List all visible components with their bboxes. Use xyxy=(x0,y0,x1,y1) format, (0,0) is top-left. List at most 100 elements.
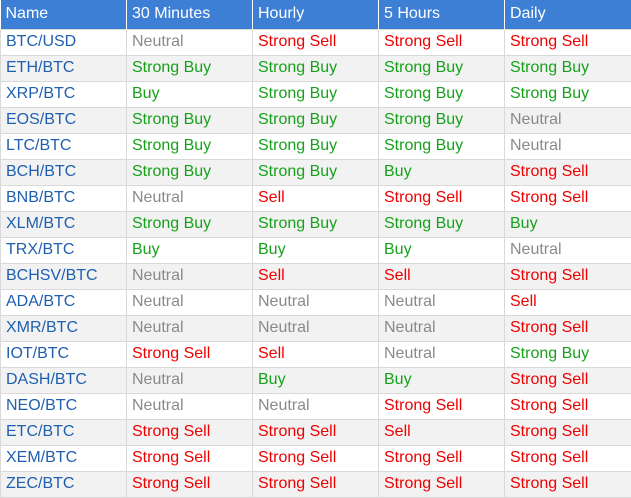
signal-cell-hourly: Strong Buy xyxy=(253,133,379,159)
signal-cell-5-hours: Sell xyxy=(379,263,505,289)
signal-cell-hourly: Strong Buy xyxy=(253,107,379,133)
pair-name-cell[interactable]: LTC/BTC xyxy=(1,133,127,159)
signal-cell-5-hours: Sell xyxy=(379,419,505,445)
signal-cell-30-minutes: Neutral xyxy=(127,289,253,315)
table-header: Name 30 Minutes Hourly 5 Hours Daily xyxy=(1,0,631,29)
signal-cell-hourly: Strong Sell xyxy=(253,471,379,497)
pair-name-cell[interactable]: DASH/BTC xyxy=(1,367,127,393)
signal-cell-hourly: Strong Sell xyxy=(253,445,379,471)
signal-cell-5-hours: Strong Sell xyxy=(379,393,505,419)
signal-cell-5-hours: Strong Buy xyxy=(379,133,505,159)
pair-name-cell[interactable]: EOS/BTC xyxy=(1,107,127,133)
pair-name-cell[interactable]: XRP/BTC xyxy=(1,81,127,107)
header-row: Name 30 Minutes Hourly 5 Hours Daily xyxy=(1,0,631,29)
signal-cell-30-minutes: Neutral xyxy=(127,367,253,393)
column-header-daily[interactable]: Daily xyxy=(505,0,631,29)
signal-cell-30-minutes: Strong Buy xyxy=(127,159,253,185)
pair-name-cell[interactable]: ETH/BTC xyxy=(1,55,127,81)
signal-cell-daily: Strong Buy xyxy=(505,55,631,81)
signal-cell-30-minutes: Strong Sell xyxy=(127,445,253,471)
signal-cell-5-hours: Buy xyxy=(379,367,505,393)
signal-cell-5-hours: Strong Sell xyxy=(379,445,505,471)
signal-cell-5-hours: Strong Sell xyxy=(379,185,505,211)
signal-cell-30-minutes: Strong Buy xyxy=(127,133,253,159)
pair-name-cell[interactable]: NEO/BTC xyxy=(1,393,127,419)
signal-cell-hourly: Strong Sell xyxy=(253,29,379,55)
signal-cell-30-minutes: Neutral xyxy=(127,393,253,419)
pair-name-cell[interactable]: XMR/BTC xyxy=(1,315,127,341)
column-header-hourly[interactable]: Hourly xyxy=(253,0,379,29)
signal-cell-hourly: Neutral xyxy=(253,393,379,419)
pair-name-cell[interactable]: BCH/BTC xyxy=(1,159,127,185)
pair-name-cell[interactable]: XEM/BTC xyxy=(1,445,127,471)
signal-cell-daily: Strong Buy xyxy=(505,81,631,107)
signal-cell-hourly: Strong Buy xyxy=(253,81,379,107)
signal-cell-5-hours: Neutral xyxy=(379,289,505,315)
signal-cell-daily: Strong Sell xyxy=(505,29,631,55)
signal-cell-daily: Sell xyxy=(505,289,631,315)
signal-cell-5-hours: Neutral xyxy=(379,341,505,367)
signal-cell-5-hours: Strong Buy xyxy=(379,55,505,81)
signal-cell-5-hours: Neutral xyxy=(379,315,505,341)
signal-cell-daily: Neutral xyxy=(505,237,631,263)
signal-cell-5-hours: Strong Buy xyxy=(379,81,505,107)
signal-cell-5-hours: Buy xyxy=(379,237,505,263)
pair-name-cell[interactable]: BNB/BTC xyxy=(1,185,127,211)
pair-name-cell[interactable]: IOT/BTC xyxy=(1,341,127,367)
signal-cell-daily: Strong Buy xyxy=(505,341,631,367)
signal-cell-5-hours: Strong Buy xyxy=(379,211,505,237)
signal-cell-30-minutes: Neutral xyxy=(127,29,253,55)
signal-cell-30-minutes: Neutral xyxy=(127,185,253,211)
signal-cell-5-hours: Strong Sell xyxy=(379,29,505,55)
pair-name-cell[interactable]: BCHSV/BTC xyxy=(1,263,127,289)
signal-cell-30-minutes: Buy xyxy=(127,237,253,263)
pair-name-cell[interactable]: BTC/USD xyxy=(1,29,127,55)
signal-cell-hourly: Strong Buy xyxy=(253,159,379,185)
pair-name-cell[interactable]: TRX/BTC xyxy=(1,237,127,263)
signal-cell-30-minutes: Strong Buy xyxy=(127,211,253,237)
pair-name-cell[interactable]: XLM/BTC xyxy=(1,211,127,237)
column-header-30-minutes[interactable]: 30 Minutes xyxy=(127,0,253,29)
pair-name-cell[interactable]: ADA/BTC xyxy=(1,289,127,315)
signal-cell-5-hours: Strong Buy xyxy=(379,107,505,133)
signal-cell-hourly: Strong Buy xyxy=(253,55,379,81)
signal-cell-30-minutes: Strong Sell xyxy=(127,471,253,497)
signal-cell-30-minutes: Neutral xyxy=(127,315,253,341)
signal-cell-30-minutes: Strong Sell xyxy=(127,341,253,367)
signal-cell-daily: Strong Sell xyxy=(505,159,631,185)
signal-cell-hourly: Sell xyxy=(253,185,379,211)
column-header-name[interactable]: Name xyxy=(1,0,127,29)
signal-cell-hourly: Neutral xyxy=(253,289,379,315)
signal-cell-daily: Buy xyxy=(505,211,631,237)
signal-cell-daily: Strong Sell xyxy=(505,419,631,445)
signal-cell-hourly: Sell xyxy=(253,341,379,367)
pair-name-cell[interactable]: ZEC/BTC xyxy=(1,471,127,497)
signal-cell-daily: Strong Sell xyxy=(505,471,631,497)
column-header-5-hours[interactable]: 5 Hours xyxy=(379,0,505,29)
signal-cell-30-minutes: Neutral xyxy=(127,263,253,289)
signal-cell-daily: Strong Sell xyxy=(505,263,631,289)
signal-cell-hourly: Buy xyxy=(253,237,379,263)
signal-cell-daily: Strong Sell xyxy=(505,185,631,211)
signal-cell-hourly: Sell xyxy=(253,263,379,289)
pair-name-cell[interactable]: ETC/BTC xyxy=(1,419,127,445)
